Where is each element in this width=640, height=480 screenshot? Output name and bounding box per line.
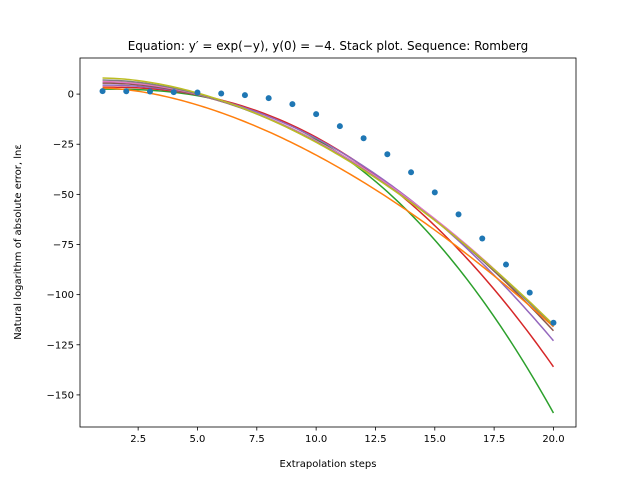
data-point — [526, 289, 533, 296]
data-point — [265, 95, 272, 102]
x-tick-label: 12.5 — [364, 434, 386, 445]
x-tick-label: 15.0 — [424, 434, 446, 445]
data-point — [431, 189, 438, 196]
plot-frame — [79, 57, 577, 428]
y-axis-label: Natural logarithm of absolute error, lnε — [13, 144, 24, 340]
series-layer — [102, 77, 555, 414]
data-point — [408, 169, 415, 176]
y-tick-label: −25 — [53, 140, 74, 151]
data-point — [218, 90, 225, 97]
data-point — [99, 88, 106, 95]
data-point — [147, 88, 154, 95]
y-tick-label: 0 — [68, 90, 74, 101]
data-point — [123, 88, 130, 95]
data-point — [194, 89, 201, 96]
x-tick-label: 10.0 — [305, 434, 327, 445]
data-point — [313, 111, 320, 118]
x-axis-ticks: 2.5 5.0 7.5 10.0 12.5 15.0 17.5 20.0 — [130, 427, 565, 445]
data-point — [241, 92, 248, 99]
y-tick-label: −50 — [53, 190, 74, 201]
data-point — [502, 261, 509, 268]
y-tick-label: −75 — [53, 240, 74, 251]
chart-title: Equation: y′ = exp(−y), y(0) = −4. Stack… — [128, 39, 529, 53]
marker-layer — [99, 88, 557, 326]
y-axis-ticks: 0 −25 −50 −75 −100 −125 −150 — [47, 90, 80, 401]
x-tick-label: 5.0 — [190, 434, 206, 445]
x-tick-label: 17.5 — [483, 434, 505, 445]
x-tick-label: 20.0 — [542, 434, 564, 445]
y-tick-label: −150 — [47, 390, 74, 401]
data-point — [289, 101, 296, 108]
series-line-7 — [102, 77, 554, 326]
data-point — [479, 235, 486, 242]
data-point — [455, 211, 462, 218]
data-point — [336, 123, 343, 130]
data-point — [384, 151, 391, 158]
x-tick-label: 2.5 — [130, 434, 146, 445]
data-point — [360, 135, 367, 142]
y-tick-label: −100 — [47, 290, 74, 301]
data-point — [170, 89, 177, 96]
data-point — [550, 319, 557, 326]
x-axis-label: Extrapolation steps — [280, 459, 377, 470]
x-tick-label: 7.5 — [249, 434, 265, 445]
series-line-8 — [102, 87, 554, 328]
y-tick-label: −125 — [47, 340, 74, 351]
